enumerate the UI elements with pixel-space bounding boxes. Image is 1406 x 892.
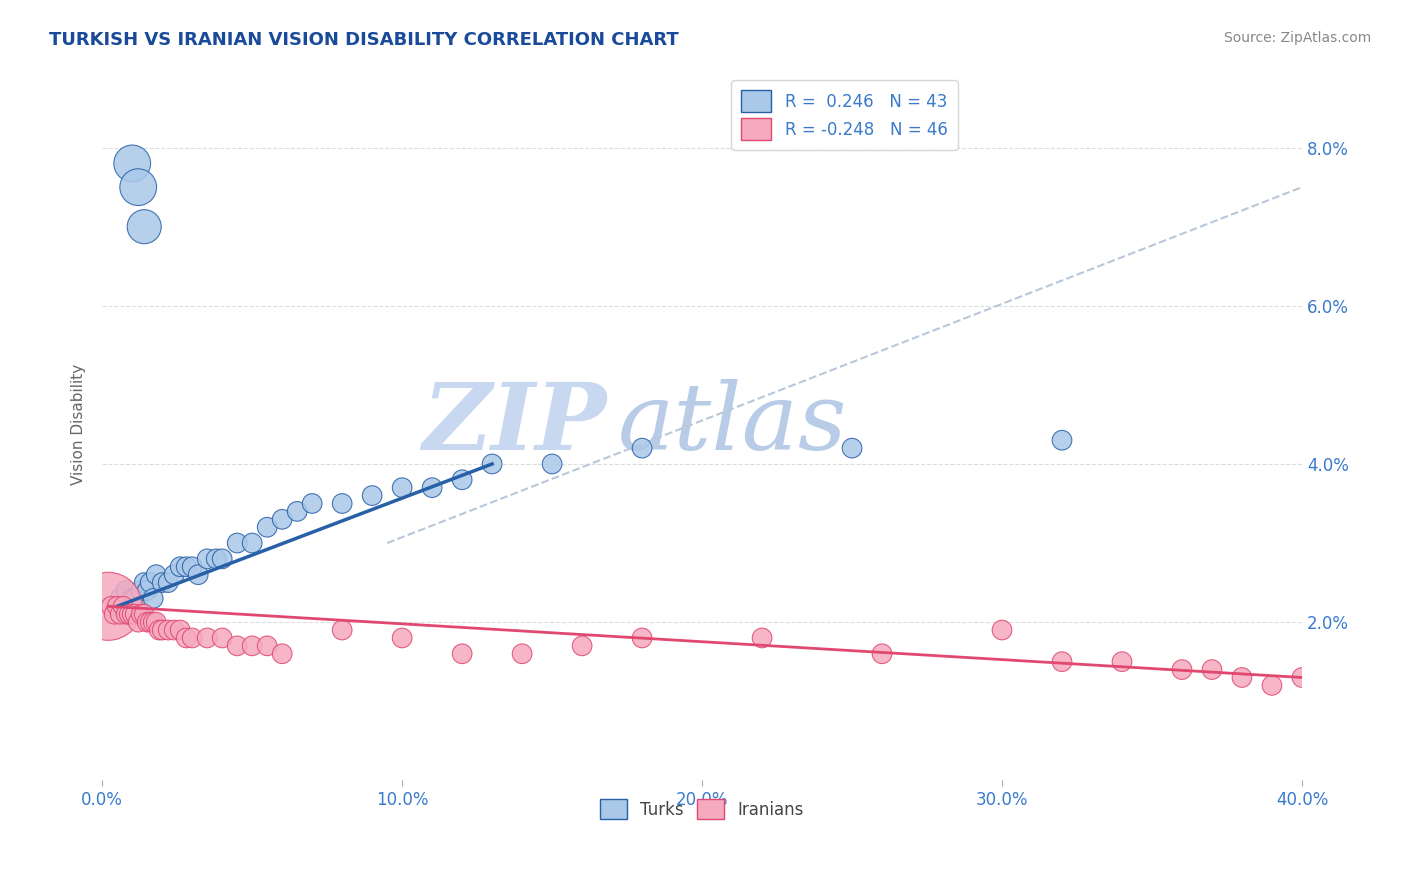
Point <box>1201 663 1223 677</box>
Point <box>145 615 167 629</box>
Point <box>226 639 249 653</box>
Text: atlas: atlas <box>619 379 848 469</box>
Point <box>195 631 218 645</box>
Point <box>127 180 149 194</box>
Point <box>134 575 156 590</box>
Point <box>134 607 156 622</box>
Point <box>195 552 218 566</box>
Point <box>481 457 503 471</box>
Point <box>115 583 138 598</box>
Point <box>841 441 863 455</box>
Point <box>420 481 443 495</box>
Point <box>330 623 353 637</box>
Point <box>571 639 593 653</box>
Point <box>211 552 233 566</box>
Point <box>391 481 413 495</box>
Point <box>136 583 159 598</box>
Point <box>256 639 278 653</box>
Point <box>105 599 128 614</box>
Point <box>301 496 323 510</box>
Point <box>121 591 143 606</box>
Point <box>124 591 146 606</box>
Point <box>211 631 233 645</box>
Point <box>142 591 165 606</box>
Point <box>391 631 413 645</box>
Point <box>187 567 209 582</box>
Point <box>169 623 191 637</box>
Point <box>108 607 131 622</box>
Point <box>451 647 474 661</box>
Point <box>174 559 197 574</box>
Point <box>108 591 131 606</box>
Point <box>121 607 143 622</box>
Point <box>330 496 353 510</box>
Point <box>240 639 263 653</box>
Point <box>205 552 228 566</box>
Point <box>127 615 149 629</box>
Point <box>541 457 564 471</box>
Point <box>271 512 294 526</box>
Point <box>631 441 654 455</box>
Point <box>150 623 173 637</box>
Point <box>118 599 141 614</box>
Point <box>124 607 146 622</box>
Point <box>991 623 1014 637</box>
Point <box>145 567 167 582</box>
Point <box>121 156 143 170</box>
Point <box>127 599 149 614</box>
Point <box>134 219 156 234</box>
Point <box>1050 655 1073 669</box>
Y-axis label: Vision Disability: Vision Disability <box>72 364 86 485</box>
Point <box>97 599 120 614</box>
Point <box>139 615 162 629</box>
Point <box>1261 678 1284 692</box>
Point <box>256 520 278 534</box>
Point <box>100 599 122 614</box>
Point <box>285 504 308 518</box>
Point <box>1050 434 1073 448</box>
Point <box>136 615 159 629</box>
Text: ZIP: ZIP <box>422 379 606 469</box>
Point <box>105 599 128 614</box>
Point <box>163 623 186 637</box>
Point <box>157 623 180 637</box>
Point <box>174 631 197 645</box>
Point <box>240 536 263 550</box>
Point <box>451 473 474 487</box>
Point <box>148 623 170 637</box>
Point <box>115 607 138 622</box>
Point <box>1291 671 1313 685</box>
Point <box>157 575 180 590</box>
Point <box>181 631 204 645</box>
Point <box>139 575 162 590</box>
Point <box>103 607 125 622</box>
Legend: Turks, Iranians: Turks, Iranians <box>593 793 810 825</box>
Point <box>163 567 186 582</box>
Point <box>112 599 135 614</box>
Point <box>226 536 249 550</box>
Point <box>181 559 204 574</box>
Point <box>129 607 152 622</box>
Point <box>510 647 533 661</box>
Point <box>142 615 165 629</box>
Point <box>150 575 173 590</box>
Point <box>870 647 893 661</box>
Point <box>631 631 654 645</box>
Point <box>112 599 135 614</box>
Text: Source: ZipAtlas.com: Source: ZipAtlas.com <box>1223 31 1371 45</box>
Point <box>271 647 294 661</box>
Point <box>169 559 191 574</box>
Point <box>129 583 152 598</box>
Point <box>1171 663 1194 677</box>
Point <box>751 631 773 645</box>
Point <box>361 489 384 503</box>
Point <box>1111 655 1133 669</box>
Text: TURKISH VS IRANIAN VISION DISABILITY CORRELATION CHART: TURKISH VS IRANIAN VISION DISABILITY COR… <box>49 31 679 49</box>
Point <box>1230 671 1253 685</box>
Point <box>118 607 141 622</box>
